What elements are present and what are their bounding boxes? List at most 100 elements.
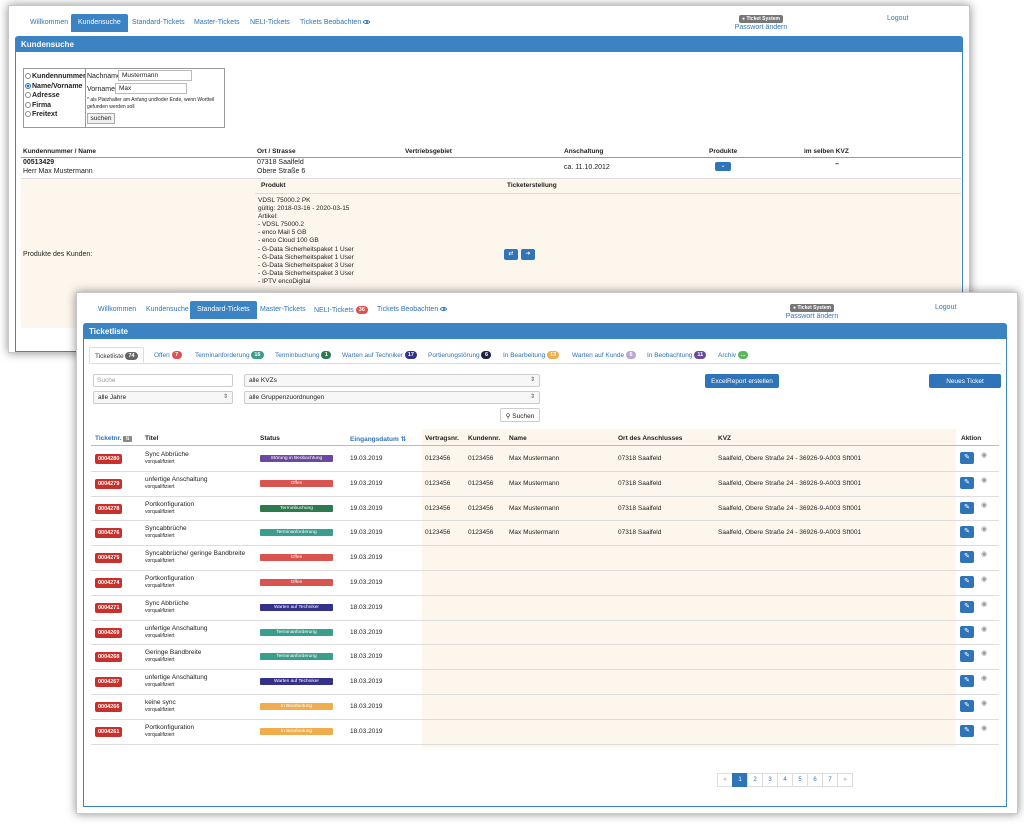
subtab-terminanforderung[interactable]: Terminanforderung 16	[190, 347, 269, 363]
edit-ticket-button[interactable]: ✎	[960, 452, 974, 464]
edit-ticket-button[interactable]: ✎	[960, 576, 974, 588]
page-prev[interactable]: «	[717, 773, 733, 787]
radio-name-vorname[interactable]: Name/Vorname	[25, 82, 86, 92]
change-password-link[interactable]: Passwort ändern	[785, 313, 839, 320]
edit-ticket-button[interactable]: ✎	[960, 650, 974, 663]
watch-ticket-icon[interactable]: ◉	[981, 650, 988, 658]
watch-ticket-icon[interactable]: ◉	[981, 625, 988, 633]
subtab-warten-auf-techniker[interactable]: Warten auf Techniker 17	[337, 347, 422, 363]
radio-kundennummer[interactable]: Kundennummer	[25, 72, 86, 82]
edit-ticket-button[interactable]: ✎	[960, 600, 974, 613]
ticket-number-badge[interactable]: 0004280	[95, 454, 123, 464]
lastname-input[interactable]: Mustermann	[118, 70, 192, 81]
watch-ticket-icon[interactable]: ◉	[981, 600, 988, 608]
subtab-offen[interactable]: Offen 7	[149, 347, 187, 363]
radio-firma[interactable]: Firma	[25, 101, 86, 111]
page-next[interactable]: »	[837, 773, 853, 787]
col-ticketnr[interactable]: Ticketnr. ⇅	[95, 435, 132, 442]
edit-ticket-button[interactable]: ✎	[960, 625, 974, 638]
ticket-number-badge[interactable]: 0004275	[95, 553, 123, 564]
page-3[interactable]: 3	[762, 773, 778, 787]
search-hint: * als Platzhalter am Anfang und/oder End…	[87, 97, 215, 110]
ticket-number-badge[interactable]: 0004267	[95, 677, 123, 688]
logout-link[interactable]: Logout	[935, 304, 957, 311]
page-4[interactable]: 4	[777, 773, 793, 787]
nav-tab-tickets-beobachten[interactable]: Tickets Beobachten	[293, 14, 377, 32]
ticket-number-badge[interactable]: 0004268	[95, 652, 123, 663]
edit-ticket-button[interactable]: ✎	[960, 700, 974, 712]
search-input[interactable]: Suche	[93, 374, 233, 387]
nav-tab-kundensuche[interactable]: Kundensuche	[146, 306, 189, 313]
logout-link[interactable]: Logout	[887, 15, 909, 22]
ticket-number-badge[interactable]: 0004266	[95, 702, 123, 712]
nav-tab-kundensuche[interactable]: Kundensuche	[71, 14, 128, 32]
subtab-warten-auf-kunde[interactable]: Warten auf Kunde 6	[567, 347, 641, 363]
subtab-archiv[interactable]: Archiv ...	[713, 347, 753, 363]
ticket-number-badge[interactable]: 0004279	[95, 478, 123, 489]
watch-ticket-icon[interactable]: ◉	[981, 526, 988, 534]
watch-ticket-icon[interactable]: ◉	[981, 724, 988, 732]
ticket-number-badge[interactable]: 0004274	[95, 578, 123, 588]
radio-adresse[interactable]: Adresse	[25, 91, 86, 101]
search-button[interactable]: suchen	[87, 113, 115, 124]
kvz-select[interactable]: alle KVZs ⇕	[244, 374, 540, 387]
shuffle-ticket-button[interactable]: ⇄	[504, 249, 518, 260]
ticket-number-badge[interactable]: 0004269	[95, 627, 123, 638]
year-select[interactable]: alle Jahre ⇕	[93, 391, 233, 404]
radio-freitext[interactable]: Freitext	[25, 110, 86, 120]
watch-ticket-icon[interactable]: ◉	[981, 576, 988, 583]
new-ticket-button[interactable]: Neues Ticket	[929, 374, 1001, 388]
firstname-label: Vorname:	[87, 86, 117, 93]
user-box: ● Ticket System Passwort ändern	[731, 15, 791, 31]
watch-ticket-icon[interactable]: ◉	[981, 700, 988, 707]
page-2[interactable]: 2	[747, 773, 763, 787]
nav-tab-standard-tickets[interactable]: Standard-Tickets	[132, 19, 185, 26]
edit-ticket-button[interactable]: ✎	[960, 675, 974, 688]
watch-ticket-icon[interactable]: ◉	[981, 675, 988, 683]
search-button[interactable]: ⚲ Suchen	[500, 408, 540, 422]
page-6[interactable]: 6	[807, 773, 823, 787]
firstname-input[interactable]: Max	[115, 83, 187, 94]
nav-tab-willkommen[interactable]: Willkommen	[30, 19, 69, 26]
watch-ticket-icon[interactable]: ◉	[981, 452, 988, 459]
nav-tab-willkommen[interactable]: Willkommen	[98, 306, 137, 313]
create-ticket-button[interactable]: ➜	[521, 249, 535, 260]
ticket-number-badge[interactable]: 0004271	[95, 602, 123, 613]
edit-ticket-button[interactable]: ✎	[960, 724, 974, 737]
subtab-label: Terminanforderung	[195, 352, 250, 359]
watch-ticket-icon[interactable]: ◉	[981, 501, 988, 509]
watch-ticket-icon[interactable]: ◉	[981, 551, 988, 559]
ticket-name: Max Mustermann	[509, 504, 560, 512]
page-1[interactable]: 1	[732, 773, 748, 787]
edit-ticket-button[interactable]: ✎	[960, 551, 974, 564]
nav-tab-tickets-beobachten[interactable]: Tickets Beobachten	[370, 301, 454, 319]
nav-tab-master-tickets[interactable]: Master-Tickets	[194, 19, 240, 26]
subtab-ticketliste[interactable]: Ticketliste 74	[89, 347, 144, 363]
page-7[interactable]: 7	[822, 773, 838, 787]
page-5[interactable]: 5	[792, 773, 808, 787]
ticket-number-badge[interactable]: 0004278	[95, 503, 123, 514]
group-select[interactable]: alle Gruppenzuordnungen ⇕	[244, 391, 540, 404]
col-eingangsdatum[interactable]: Eingangsdatum ⇅	[350, 435, 406, 443]
count-badge: 6	[481, 351, 492, 359]
ticket-number-badge[interactable]: 0004261	[95, 726, 123, 737]
nav-tab-label: NELI-Tickets	[314, 307, 354, 314]
col-produkte: Produkte	[709, 148, 738, 155]
nav-tab-neli-tickets[interactable]: NELI-Tickets	[250, 19, 290, 26]
subtab-portierungstoerung[interactable]: Portierungstörung 6	[423, 347, 496, 363]
change-password-link[interactable]: Passwort ändern	[734, 24, 788, 31]
excel-report-button[interactable]: ExcelReport erstellen	[705, 374, 779, 388]
ticket-number-badge[interactable]: 0004276	[95, 528, 123, 539]
edit-ticket-button[interactable]: ✎	[960, 526, 974, 539]
subtab-terminbuchung[interactable]: Terminbuchung 1	[270, 347, 336, 363]
nav-tab-standard-tickets[interactable]: Standard-Tickets	[190, 301, 257, 319]
watch-ticket-icon[interactable]: ◉	[981, 476, 988, 484]
nav-tab-master-tickets[interactable]: Master-Tickets	[260, 306, 306, 313]
status-badge: Störung in Beobachtung	[260, 455, 333, 462]
subtab-in-beobachtung[interactable]: In Beobachtung 11	[642, 347, 711, 363]
products-toggle-button[interactable]: ⌄	[715, 162, 731, 171]
edit-ticket-button[interactable]: ✎	[960, 501, 974, 514]
nav-tab-neli-tickets[interactable]: NELI-Tickets 36	[307, 301, 375, 319]
edit-ticket-button[interactable]: ✎	[960, 476, 974, 489]
subtab-in-bearbeitung[interactable]: In Bearbeitung 13	[498, 347, 564, 363]
